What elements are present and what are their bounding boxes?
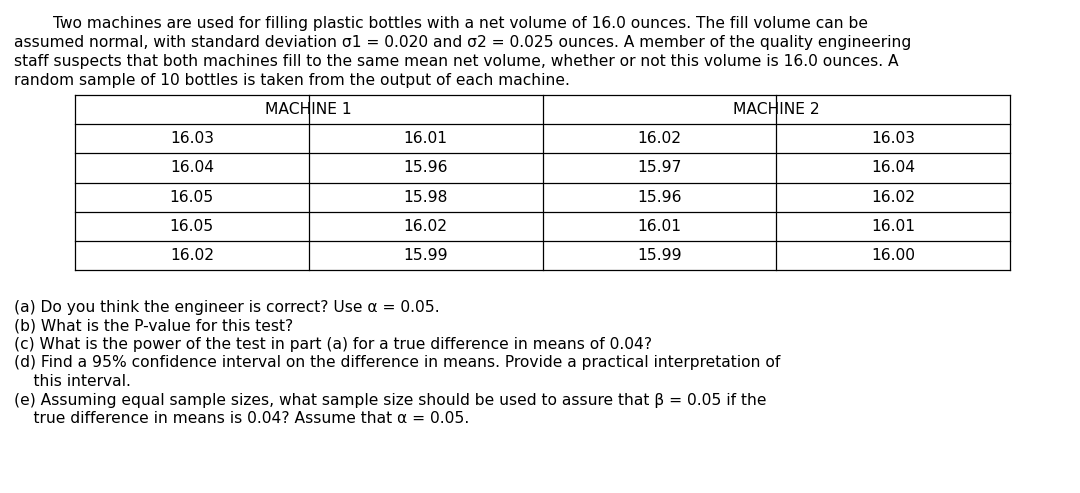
Text: 16.05: 16.05 <box>170 190 214 205</box>
Text: 16.01: 16.01 <box>872 219 915 234</box>
Text: 15.97: 15.97 <box>637 160 681 176</box>
Text: true difference in means is 0.04? Assume that α = 0.05.: true difference in means is 0.04? Assume… <box>14 411 469 426</box>
Text: 15.96: 15.96 <box>637 190 681 205</box>
Text: 16.04: 16.04 <box>170 160 214 176</box>
Text: 16.03: 16.03 <box>872 131 915 146</box>
Text: random sample of 10 bottles is taken from the output of each machine.: random sample of 10 bottles is taken fro… <box>14 73 570 88</box>
Text: 16.04: 16.04 <box>872 160 915 176</box>
Text: 15.98: 15.98 <box>404 190 448 205</box>
Text: 16.02: 16.02 <box>170 248 214 263</box>
Text: Two machines are used for filling plastic bottles with a net volume of 16.0 ounc: Two machines are used for filling plasti… <box>14 16 868 31</box>
Text: 15.96: 15.96 <box>403 160 448 176</box>
Text: 16.02: 16.02 <box>637 131 681 146</box>
Text: staff suspects that both machines fill to the same mean net volume, whether or n: staff suspects that both machines fill t… <box>14 54 899 69</box>
Text: (e) Assuming equal sample sizes, what sample size should be used to assure that : (e) Assuming equal sample sizes, what sa… <box>14 392 767 408</box>
Text: (c) What is the power of the test in part (a) for a true difference in means of : (c) What is the power of the test in par… <box>14 337 652 352</box>
Text: 16.02: 16.02 <box>872 190 915 205</box>
Text: 16.00: 16.00 <box>872 248 915 263</box>
Text: this interval.: this interval. <box>14 374 131 389</box>
Text: MACHINE 2: MACHINE 2 <box>733 102 820 117</box>
Text: 16.03: 16.03 <box>170 131 214 146</box>
Text: (a) Do you think the engineer is correct? Use α = 0.05.: (a) Do you think the engineer is correct… <box>14 300 440 315</box>
Text: 15.99: 15.99 <box>403 248 448 263</box>
Text: (b) What is the P-value for this test?: (b) What is the P-value for this test? <box>14 318 294 333</box>
Text: (d) Find a 95% confidence interval on the difference in means. Provide a practic: (d) Find a 95% confidence interval on th… <box>14 355 781 371</box>
Text: MACHINE 1: MACHINE 1 <box>266 102 352 117</box>
Text: 16.05: 16.05 <box>170 219 214 234</box>
Text: 16.02: 16.02 <box>404 219 447 234</box>
Text: 15.99: 15.99 <box>637 248 681 263</box>
Text: 16.01: 16.01 <box>404 131 447 146</box>
Text: assumed normal, with standard deviation σ1 = 0.020 and σ2 = 0.025 ounces. A memb: assumed normal, with standard deviation … <box>14 35 912 50</box>
Text: 16.01: 16.01 <box>637 219 681 234</box>
